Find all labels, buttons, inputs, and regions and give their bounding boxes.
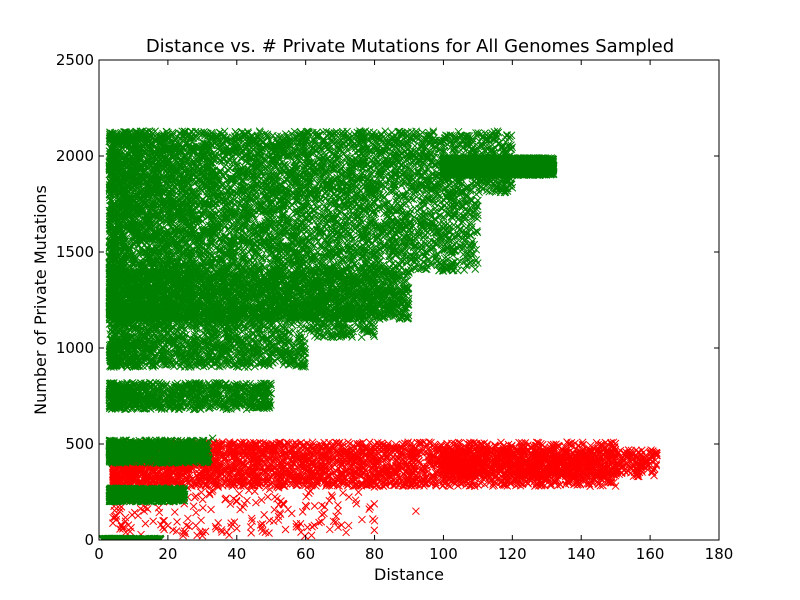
red-point xyxy=(299,508,306,515)
red-point xyxy=(239,454,246,461)
red-point xyxy=(343,529,350,536)
chart-title: Distance vs. # Private Mutations for All… xyxy=(146,36,674,57)
red-point xyxy=(335,508,342,515)
red-point xyxy=(301,532,308,539)
red-point xyxy=(227,523,234,530)
red-point xyxy=(131,509,138,516)
red-point xyxy=(358,516,365,523)
red-point xyxy=(122,518,129,525)
red-point xyxy=(184,515,191,522)
red-point xyxy=(199,504,206,511)
red-point xyxy=(326,497,333,504)
red-point xyxy=(223,529,230,536)
red-point xyxy=(303,493,310,500)
red-point xyxy=(111,507,118,514)
red-point xyxy=(366,506,373,513)
red-point xyxy=(236,490,243,497)
red-point xyxy=(340,489,347,496)
red-point xyxy=(243,497,250,504)
red-point xyxy=(367,503,374,510)
red-point xyxy=(309,523,316,530)
red-point xyxy=(275,517,282,524)
red-point xyxy=(109,520,116,527)
red-point xyxy=(199,496,206,503)
red-point xyxy=(142,520,149,527)
red-point xyxy=(174,518,181,525)
red-point xyxy=(345,522,352,529)
red-point xyxy=(193,509,200,516)
red-point xyxy=(156,509,163,516)
red-point xyxy=(122,514,129,521)
red-point xyxy=(186,523,193,530)
red-point xyxy=(183,522,190,529)
red-point xyxy=(161,517,168,524)
plot-points xyxy=(99,128,661,544)
red-point xyxy=(247,523,254,530)
red-point xyxy=(345,493,352,500)
red-point xyxy=(215,519,222,526)
red-point xyxy=(282,526,289,533)
red-point xyxy=(198,517,205,524)
red-point xyxy=(277,497,284,504)
red-point xyxy=(150,518,157,525)
red-point xyxy=(321,503,328,510)
red-point xyxy=(284,506,291,513)
red-point xyxy=(371,517,378,524)
red-point xyxy=(412,508,419,515)
red-point xyxy=(308,532,315,539)
red-point xyxy=(311,502,318,509)
red-point xyxy=(273,495,280,502)
red-point xyxy=(297,520,304,527)
red-point xyxy=(334,501,341,508)
red-point xyxy=(326,526,333,533)
red-point xyxy=(233,525,240,532)
red-point xyxy=(190,503,197,510)
red-point xyxy=(371,527,378,534)
red-point xyxy=(171,509,178,516)
red-point xyxy=(355,489,362,496)
red-point xyxy=(648,468,655,475)
red-point xyxy=(208,506,215,513)
